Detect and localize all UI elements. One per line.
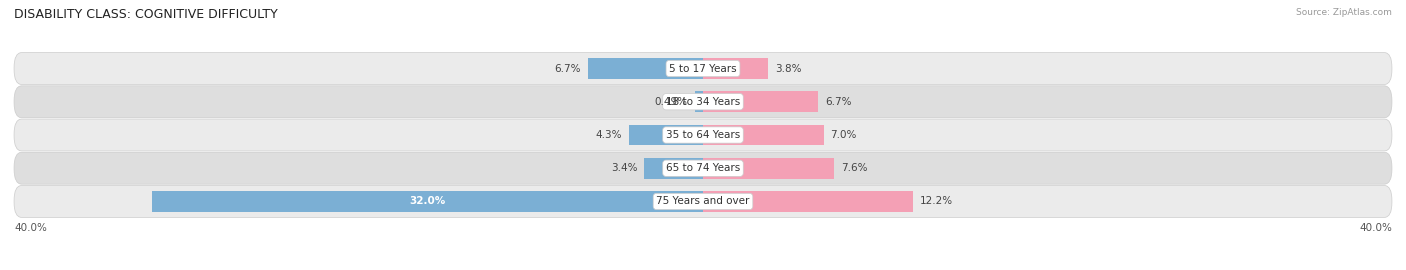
Bar [703, 125, 824, 145]
Text: Source: ZipAtlas.com: Source: ZipAtlas.com [1296, 8, 1392, 17]
Text: 65 to 74 Years: 65 to 74 Years [666, 163, 740, 173]
Text: 35 to 64 Years: 35 to 64 Years [666, 130, 740, 140]
Text: 6.7%: 6.7% [825, 97, 852, 107]
FancyBboxPatch shape [14, 185, 1392, 217]
Text: 40.0%: 40.0% [14, 223, 46, 233]
Text: 12.2%: 12.2% [920, 197, 953, 207]
Text: 7.6%: 7.6% [841, 163, 868, 173]
Text: 3.8%: 3.8% [775, 63, 801, 73]
FancyBboxPatch shape [14, 86, 1392, 118]
Text: 4.3%: 4.3% [596, 130, 621, 140]
FancyBboxPatch shape [14, 119, 1392, 151]
Bar [703, 58, 769, 79]
Text: DISABILITY CLASS: COGNITIVE DIFFICULTY: DISABILITY CLASS: COGNITIVE DIFFICULTY [14, 8, 278, 21]
Text: 5 to 17 Years: 5 to 17 Years [669, 63, 737, 73]
FancyBboxPatch shape [14, 53, 1392, 85]
Text: 3.4%: 3.4% [612, 163, 637, 173]
Bar [588, 58, 703, 79]
Text: 75 Years and over: 75 Years and over [657, 197, 749, 207]
Text: 32.0%: 32.0% [409, 197, 446, 207]
Text: 7.0%: 7.0% [831, 130, 856, 140]
Text: 18 to 34 Years: 18 to 34 Years [666, 97, 740, 107]
Text: 0.49%: 0.49% [655, 97, 688, 107]
Bar [703, 158, 834, 178]
FancyBboxPatch shape [14, 152, 1392, 184]
Bar [703, 191, 912, 212]
Bar [628, 125, 703, 145]
Bar [695, 92, 703, 112]
Bar [152, 191, 703, 212]
Text: 6.7%: 6.7% [554, 63, 581, 73]
Bar [644, 158, 703, 178]
Text: 40.0%: 40.0% [1360, 223, 1392, 233]
Bar [703, 92, 818, 112]
